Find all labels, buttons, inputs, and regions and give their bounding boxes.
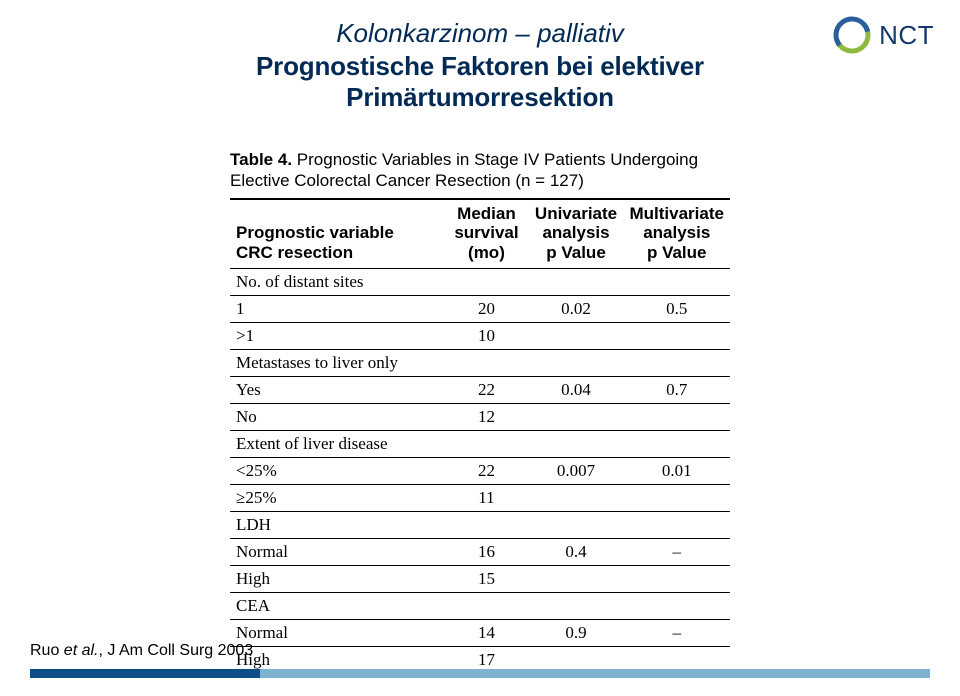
row-label: No — [230, 404, 444, 431]
median-survival: 12 — [444, 404, 528, 431]
multivariate-p: – — [623, 620, 730, 647]
table-row: LDH — [230, 512, 730, 539]
univariate-p — [529, 404, 624, 431]
table-row: High15 — [230, 566, 730, 593]
median-survival: 16 — [444, 539, 528, 566]
univariate-p — [529, 566, 624, 593]
row-label: Yes — [230, 377, 444, 404]
caption-label: Table 4. — [230, 150, 292, 169]
nct-ring-icon — [831, 14, 873, 56]
multivariate-p — [623, 566, 730, 593]
median-survival: 14 — [444, 620, 528, 647]
caption-text: Prognostic Variables in Stage IV Patient… — [230, 150, 698, 190]
median-survival: 11 — [444, 485, 528, 512]
multivariate-p: 0.7 — [623, 377, 730, 404]
median-survival: 15 — [444, 566, 528, 593]
section-label: No. of distant sites — [230, 269, 730, 296]
table-body: No. of distant sites1200.020.5>110Metast… — [230, 269, 730, 675]
table-row: Yes220.040.7 — [230, 377, 730, 404]
table-row: No12 — [230, 404, 730, 431]
table-row: 1200.020.5 — [230, 296, 730, 323]
univariate-p — [529, 323, 624, 350]
footer-bar — [30, 669, 930, 678]
th-median-survival: Median survival (mo) — [444, 199, 528, 269]
th-multivariate: Multivariate analysis p Value — [623, 199, 730, 269]
slide: NCT Kolonkarzinom – palliativ Prognostis… — [0, 0, 960, 696]
multivariate-p: 0.01 — [623, 458, 730, 485]
multivariate-p — [623, 404, 730, 431]
nct-logo: NCT — [831, 14, 934, 56]
univariate-p: 0.02 — [529, 296, 624, 323]
nct-logo-text: NCT — [879, 20, 934, 51]
section-label: LDH — [230, 512, 730, 539]
title-line-2: Prognostische Faktoren bei elektiver Pri… — [130, 51, 830, 113]
citation: Ruo et al., J Am Coll Surg 2003 — [30, 642, 253, 660]
univariate-p: 0.4 — [529, 539, 624, 566]
table-container: Table 4. Prognostic Variables in Stage I… — [230, 149, 730, 675]
table-row: No. of distant sites — [230, 269, 730, 296]
median-survival: 10 — [444, 323, 528, 350]
multivariate-p: – — [623, 539, 730, 566]
footer-accent — [30, 669, 260, 678]
table-caption: Table 4. Prognostic Variables in Stage I… — [230, 149, 730, 192]
section-label: Metastases to liver only — [230, 350, 730, 377]
table-row: ≥25%11 — [230, 485, 730, 512]
row-label: Normal — [230, 539, 444, 566]
citation-etal: et al. — [64, 642, 99, 659]
table-row: >110 — [230, 323, 730, 350]
th-variable: Prognostic variable CRC resection — [230, 199, 444, 269]
table-row: Normal160.4– — [230, 539, 730, 566]
multivariate-p — [623, 323, 730, 350]
median-survival: 22 — [444, 377, 528, 404]
section-label: CEA — [230, 593, 730, 620]
section-label: Extent of liver disease — [230, 431, 730, 458]
row-label: Normal — [230, 620, 444, 647]
prognostic-table: Prognostic variable CRC resection Median… — [230, 198, 730, 676]
th-univariate: Univariate analysis p Value — [529, 199, 624, 269]
citation-author: Ruo — [30, 642, 64, 659]
row-label: High — [230, 566, 444, 593]
table-header-row: Prognostic variable CRC resection Median… — [230, 199, 730, 269]
multivariate-p — [623, 485, 730, 512]
table-row: Metastases to liver only — [230, 350, 730, 377]
univariate-p: 0.007 — [529, 458, 624, 485]
row-label: ≥25% — [230, 485, 444, 512]
multivariate-p: 0.5 — [623, 296, 730, 323]
table-row: CEA — [230, 593, 730, 620]
univariate-p — [529, 485, 624, 512]
median-survival: 22 — [444, 458, 528, 485]
univariate-p: 0.9 — [529, 620, 624, 647]
table-row: Normal140.9– — [230, 620, 730, 647]
row-label: >1 — [230, 323, 444, 350]
title-line-1: Kolonkarzinom – palliativ — [130, 18, 830, 49]
title-block: Kolonkarzinom – palliativ Prognostische … — [130, 18, 830, 113]
table-row: Extent of liver disease — [230, 431, 730, 458]
median-survival: 20 — [444, 296, 528, 323]
row-label: <25% — [230, 458, 444, 485]
univariate-p: 0.04 — [529, 377, 624, 404]
row-label: 1 — [230, 296, 444, 323]
citation-rest: , J Am Coll Surg 2003 — [98, 642, 253, 659]
table-row: <25%220.0070.01 — [230, 458, 730, 485]
